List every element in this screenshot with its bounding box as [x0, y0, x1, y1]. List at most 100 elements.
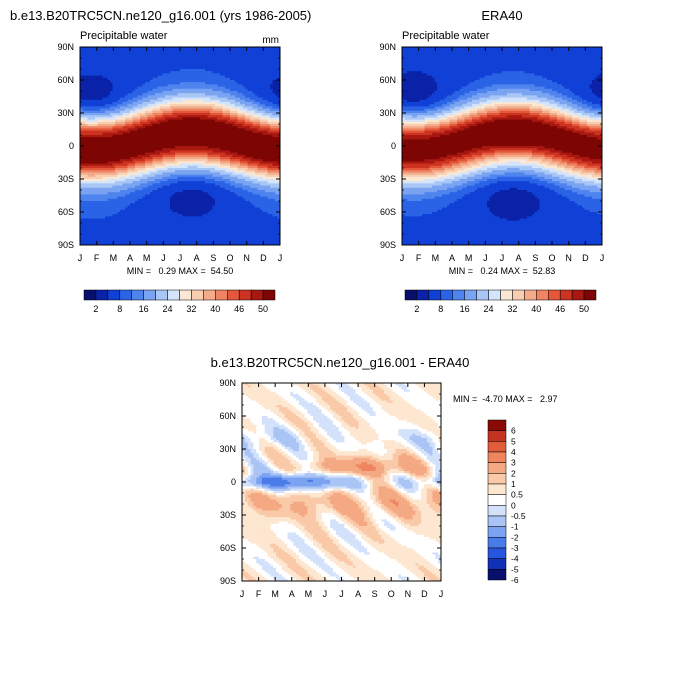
field-cell [150, 55, 154, 59]
field-cell [230, 168, 234, 171]
field-cell [180, 126, 184, 129]
field-cell [265, 58, 269, 61]
field-cell [185, 84, 189, 88]
field-cell [277, 172, 280, 176]
field-cell [247, 165, 251, 169]
field-cell [275, 75, 279, 79]
field-cell [212, 73, 216, 77]
field-cell [155, 82, 159, 85]
field-cell [205, 93, 209, 96]
field-cell [105, 181, 109, 184]
field-cell [92, 86, 96, 90]
field-cell [240, 128, 244, 132]
field-cell [240, 99, 244, 103]
field-cell [115, 53, 119, 57]
field-cell [115, 124, 119, 127]
field-cell [275, 168, 279, 171]
field-cell [175, 130, 179, 134]
field-cell [220, 58, 224, 61]
field-cell [167, 86, 171, 90]
field-cell [97, 137, 101, 140]
field-cell [195, 148, 199, 151]
field-cell [267, 132, 271, 136]
field-cell [152, 117, 156, 121]
field-cell [122, 176, 126, 180]
field-cell [82, 58, 86, 61]
field-cell [120, 75, 124, 79]
field-cell [120, 174, 124, 178]
field-cell [85, 176, 89, 180]
field-cell [165, 130, 169, 134]
field-cell [215, 66, 219, 70]
field-cell [150, 130, 154, 134]
field-cell [247, 176, 251, 180]
field-cell [95, 143, 99, 147]
field-cell [102, 183, 106, 187]
field-cell [225, 132, 229, 136]
field-cell [102, 154, 106, 158]
field-cell [117, 139, 121, 143]
field-cell [132, 183, 136, 187]
field-cell [147, 137, 151, 140]
field-cell [230, 49, 234, 52]
field-cell [167, 113, 171, 116]
field-cell [100, 161, 104, 165]
field-cell [122, 143, 126, 147]
field-cell [160, 113, 164, 116]
field-cell [132, 71, 136, 74]
field-cell [265, 128, 269, 132]
field-cell [240, 121, 244, 125]
field-cell [210, 146, 214, 149]
field-cell [122, 139, 126, 143]
field-cell [147, 121, 151, 125]
field-cell [135, 176, 139, 180]
field-cell [245, 117, 249, 121]
field-cell [112, 84, 116, 88]
field-cell [170, 117, 174, 121]
field-cell [140, 139, 144, 143]
field-cell [132, 64, 136, 68]
field-cell [250, 73, 254, 77]
field-cell [177, 157, 181, 160]
field-cell [162, 86, 166, 90]
field-cell [132, 139, 136, 143]
field-cell [225, 176, 229, 180]
field-cell [192, 47, 196, 50]
field-cell [125, 93, 129, 96]
field-cell [140, 106, 144, 110]
field-cell [250, 102, 254, 105]
field-cell [147, 53, 151, 57]
field-cell [175, 117, 179, 121]
field-cell [237, 93, 241, 96]
field-cell [237, 82, 241, 85]
field-cell [110, 152, 114, 156]
field-cell [237, 148, 241, 151]
field-cell [267, 82, 271, 85]
field-cell [92, 49, 96, 52]
field-cell [110, 117, 114, 121]
field-cell [135, 137, 139, 140]
field-cell [147, 73, 151, 77]
field-cell [175, 115, 179, 118]
field-cell [207, 91, 211, 94]
field-cell [165, 121, 169, 125]
field-cell [240, 108, 244, 112]
field-cell [220, 104, 224, 107]
field-cell [207, 80, 211, 83]
field-cell [275, 159, 279, 162]
field-cell [277, 77, 280, 81]
field-cell [190, 69, 194, 72]
field-cell [177, 91, 181, 94]
field-cell [92, 126, 96, 129]
field-cell [202, 80, 206, 83]
field-cell [185, 163, 189, 167]
field-cell [192, 91, 196, 94]
field-cell [160, 104, 164, 107]
field-cell [207, 165, 211, 169]
field-cell [155, 181, 159, 184]
field-cell [110, 163, 114, 167]
field-cell [170, 80, 174, 83]
field-cell [120, 62, 124, 66]
field-cell [242, 154, 246, 158]
field-cell [195, 73, 199, 77]
